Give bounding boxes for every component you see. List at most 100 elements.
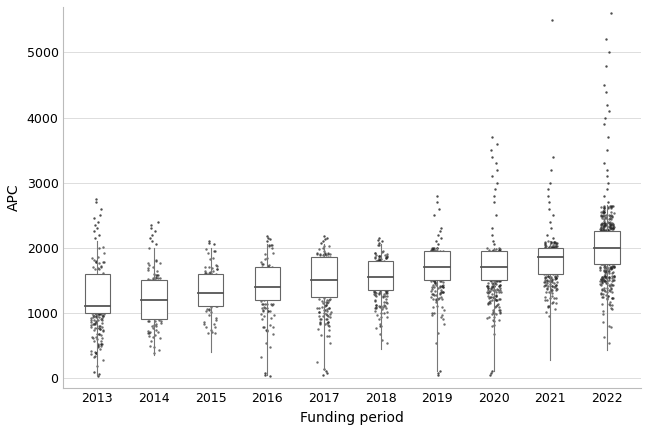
- Point: [484, 314, 494, 321]
- Point: [489, 270, 500, 276]
- Point: [263, 307, 273, 314]
- Point: [87, 286, 98, 292]
- Point: [483, 289, 494, 295]
- Point: [491, 296, 502, 303]
- Point: [605, 260, 616, 267]
- Point: [95, 286, 105, 293]
- Point: [312, 251, 322, 258]
- Point: [430, 246, 440, 253]
- Bar: [481, 251, 507, 280]
- Point: [599, 217, 610, 224]
- Point: [595, 264, 605, 271]
- Point: [542, 282, 553, 289]
- Point: [264, 322, 275, 329]
- Point: [541, 308, 551, 315]
- Point: [369, 254, 380, 261]
- Point: [380, 254, 391, 261]
- Point: [600, 243, 610, 250]
- Point: [154, 307, 164, 314]
- Point: [143, 259, 154, 266]
- Point: [607, 225, 618, 232]
- Point: [492, 302, 503, 308]
- X-axis label: Funding period: Funding period: [300, 411, 404, 425]
- Point: [382, 277, 393, 284]
- Point: [316, 331, 327, 338]
- Point: [597, 252, 608, 259]
- Point: [205, 269, 216, 276]
- Point: [600, 273, 610, 280]
- Point: [258, 281, 268, 288]
- Point: [605, 10, 616, 17]
- Point: [203, 305, 214, 312]
- Point: [484, 269, 494, 276]
- Point: [312, 325, 323, 332]
- Point: [205, 256, 216, 263]
- Point: [96, 338, 106, 345]
- Point: [544, 245, 554, 252]
- Point: [207, 285, 218, 292]
- Point: [605, 258, 615, 265]
- Point: [608, 249, 619, 256]
- Point: [203, 300, 214, 307]
- Point: [596, 281, 606, 288]
- Point: [98, 289, 108, 295]
- Point: [373, 256, 384, 263]
- Point: [599, 205, 609, 212]
- Point: [608, 277, 618, 284]
- Point: [155, 309, 165, 316]
- Point: [371, 312, 382, 319]
- Point: [156, 319, 166, 326]
- Point: [98, 277, 109, 284]
- Point: [543, 238, 553, 245]
- Point: [488, 259, 498, 266]
- Point: [605, 256, 615, 263]
- Point: [318, 312, 328, 319]
- Point: [603, 133, 613, 140]
- Point: [321, 257, 331, 264]
- Point: [602, 227, 612, 234]
- Point: [98, 285, 109, 292]
- Point: [154, 281, 164, 288]
- Point: [143, 291, 154, 298]
- Point: [378, 259, 389, 266]
- Point: [262, 305, 272, 312]
- Point: [89, 274, 99, 281]
- Point: [320, 287, 330, 294]
- Point: [379, 282, 389, 289]
- Point: [143, 333, 154, 340]
- Point: [371, 304, 381, 311]
- Point: [605, 205, 616, 212]
- Point: [597, 226, 608, 233]
- Point: [151, 280, 161, 287]
- Point: [91, 349, 102, 356]
- Point: [91, 319, 101, 326]
- Point: [372, 278, 382, 285]
- Point: [494, 251, 505, 258]
- Point: [382, 288, 392, 295]
- Point: [603, 274, 614, 281]
- Point: [546, 252, 557, 259]
- Point: [491, 277, 501, 284]
- Point: [323, 263, 334, 270]
- Point: [156, 318, 166, 325]
- Point: [151, 313, 161, 320]
- Point: [607, 235, 618, 242]
- Point: [486, 293, 496, 300]
- Point: [313, 289, 323, 295]
- Point: [143, 276, 154, 283]
- Point: [89, 304, 100, 311]
- Point: [371, 267, 381, 273]
- Point: [325, 262, 335, 269]
- Point: [314, 257, 324, 264]
- Point: [259, 324, 270, 330]
- Point: [426, 250, 436, 257]
- Point: [599, 219, 609, 226]
- Point: [596, 276, 607, 283]
- Point: [603, 223, 614, 230]
- Point: [97, 305, 107, 312]
- Point: [150, 318, 161, 325]
- Point: [550, 262, 561, 269]
- Point: [268, 330, 278, 337]
- Point: [144, 314, 154, 321]
- Point: [542, 284, 552, 291]
